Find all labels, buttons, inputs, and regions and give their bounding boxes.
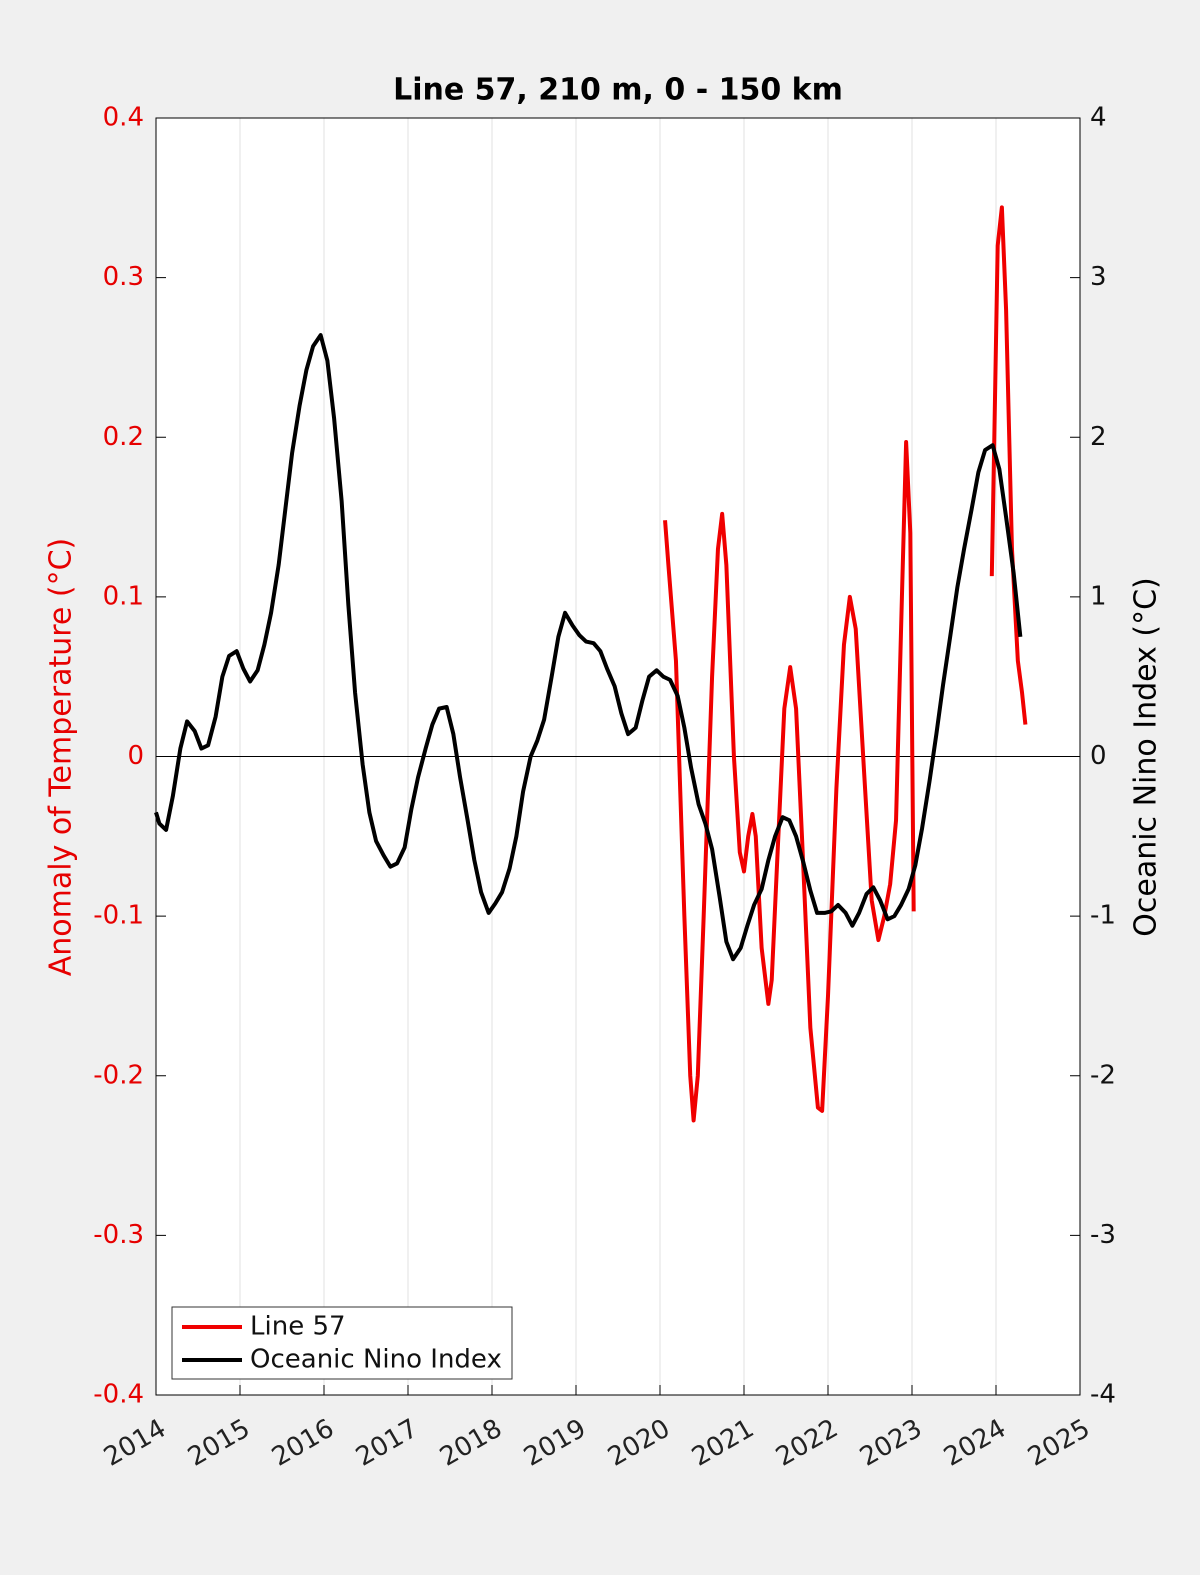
x-tick-label: 2022: [771, 1414, 843, 1473]
y2-tick-label: 1: [1090, 581, 1107, 611]
x-tick-label: 2025: [1023, 1414, 1095, 1473]
x-tick-label: 2017: [351, 1414, 423, 1473]
y-tick-label: -0.1: [93, 901, 144, 931]
x-tick-label: 2014: [99, 1414, 171, 1473]
y2-axis-label: Oceanic Nino Index (°C): [1129, 577, 1164, 937]
x-tick-label: 2021: [687, 1414, 759, 1473]
series-line: [663, 205, 1028, 1123]
y2-tick-label: -3: [1090, 1220, 1116, 1250]
series-line: [154, 333, 1023, 962]
x-tick-label: 2024: [939, 1414, 1011, 1473]
legend-label: Line 57: [250, 1312, 346, 1342]
y-tick-label: 0.1: [103, 581, 144, 611]
x-tick-label: 2016: [267, 1414, 339, 1473]
y2-tick-label: 2: [1090, 422, 1107, 452]
y2-tick-label: -1: [1090, 901, 1116, 931]
y-tick-label: 0.2: [103, 422, 144, 452]
legend-label: Oceanic Nino Index: [250, 1345, 502, 1375]
y-tick-label: 0.4: [103, 103, 144, 133]
plot-frame: [155, 117, 1081, 1396]
y2-tick-label: -2: [1090, 1060, 1116, 1090]
y-tick-label: -0.4: [93, 1380, 144, 1410]
x-tick-label: 2018: [435, 1414, 507, 1473]
y2-tick-label: 4: [1090, 103, 1107, 133]
y2-tick-label: 0: [1090, 741, 1107, 771]
chart-title: Line 57, 210 m, 0 - 150 km: [393, 73, 843, 108]
x-tick-label: 2023: [855, 1414, 927, 1473]
y2-tick-label: 3: [1090, 262, 1107, 292]
y-tick-label: -0.3: [93, 1220, 144, 1250]
y-tick-label: 0.3: [103, 262, 144, 292]
legend-box: [171, 1306, 513, 1380]
x-tick-label: 2019: [519, 1414, 591, 1473]
y-tick-label: 0: [127, 741, 144, 771]
y2-tick-label: -4: [1090, 1380, 1116, 1410]
x-tick-label: 2015: [183, 1414, 255, 1473]
x-tick-label: 2020: [603, 1414, 675, 1473]
y-axis-label: Anomaly of Temperature (°C): [44, 538, 79, 977]
y-tick-label: -0.2: [93, 1060, 144, 1090]
